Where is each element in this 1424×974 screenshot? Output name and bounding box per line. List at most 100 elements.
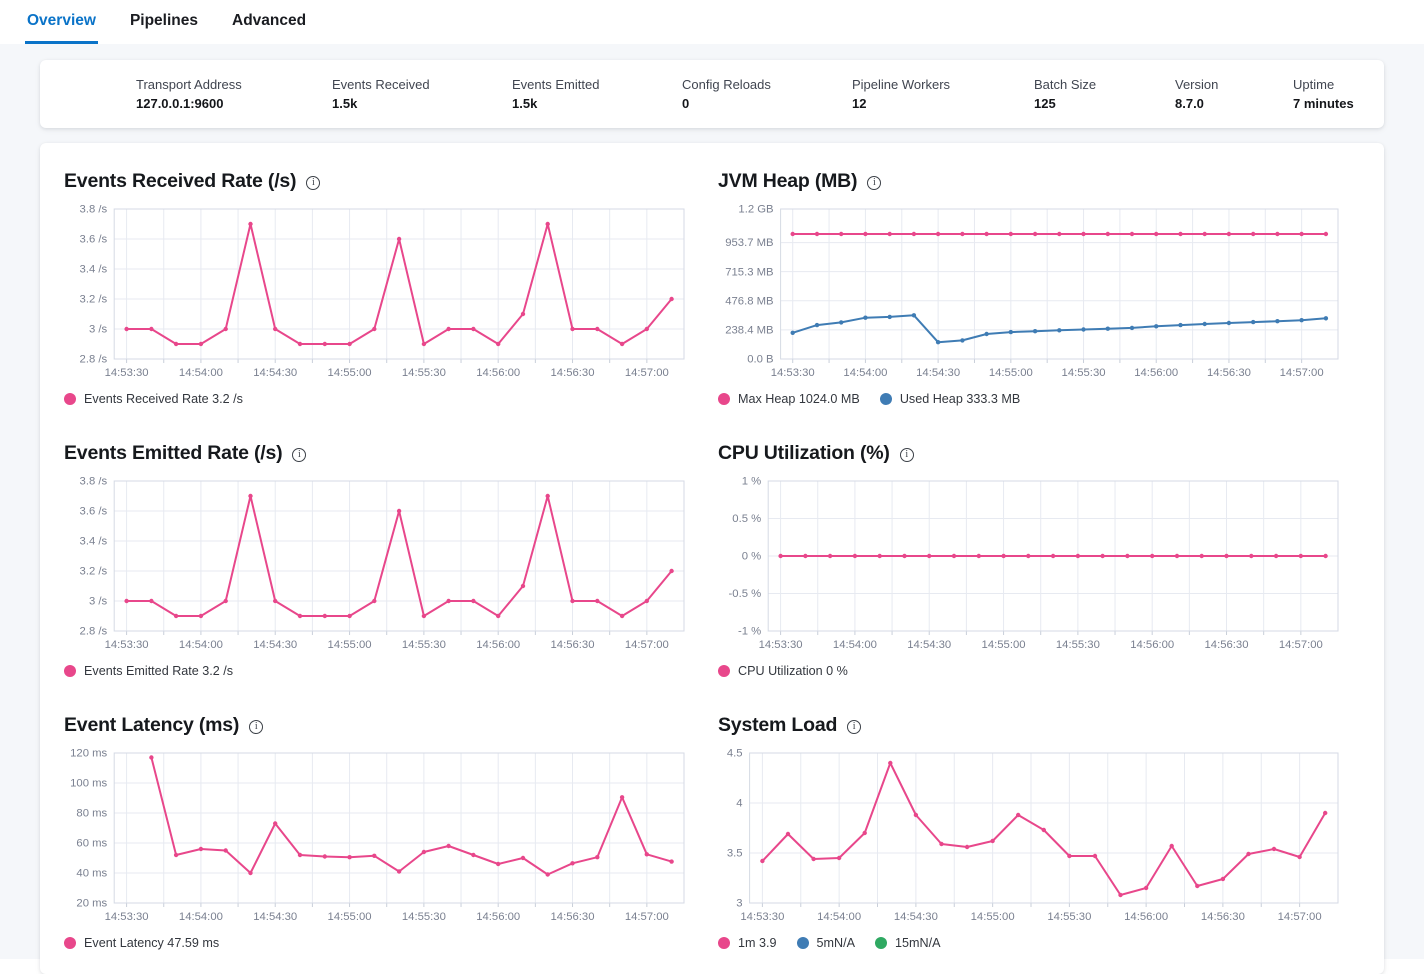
svg-text:14:55:30: 14:55:30 <box>402 911 446 923</box>
stat-pipeline-workers: Pipeline Workers 12 <box>852 77 1034 111</box>
svg-text:14:53:30: 14:53:30 <box>105 639 149 651</box>
svg-text:14:56:00: 14:56:00 <box>1130 639 1174 651</box>
stat-value: 1.5k <box>512 96 538 111</box>
legend-label: 15mN/A <box>895 936 941 950</box>
line-chart[interactable]: 2.8 /s 3 /s 3.2 /s 3.4 /s 3.6 /s 3.8 /s 14:53:… <box>64 477 686 655</box>
legend-label: CPU Utilization 0 % <box>738 664 848 678</box>
svg-text:14:54:30: 14:54:30 <box>894 911 938 923</box>
line-chart[interactable]: 3 3.5 4 4.5 14:53:30 14:54:00 14:54:30 14:55:00… <box>718 749 1340 927</box>
svg-text:14:54:00: 14:54:00 <box>833 639 877 651</box>
legend-item[interactable]: Max Heap 1024.0 MB <box>718 392 860 406</box>
line-chart[interactable]: 20 ms 40 ms 60 ms 80 ms 100 ms 120 ms 14:53:30… <box>64 749 686 927</box>
legend-item[interactable]: Events Emitted Rate 3.2 /s <box>64 664 233 678</box>
legend-item[interactable]: Event Latency 47.59 ms <box>64 936 219 950</box>
chart-title: CPU Utilization (%) <box>718 442 890 464</box>
svg-text:14:53:30: 14:53:30 <box>771 367 815 379</box>
stat-value: 8.7.0 <box>1175 96 1204 111</box>
legend-item[interactable]: 1m 3.9 <box>718 936 777 950</box>
info-icon[interactable]: i <box>292 447 307 462</box>
chart-system-load: System Load i 3 3.5 4 4.5 14:53:30 14:54:00 14… <box>718 714 1340 950</box>
chart-legend: Events Emitted Rate 3.2 /s <box>64 664 686 678</box>
chart-legend: Max Heap 1024.0 MB Used Heap 333.3 MB <box>718 392 1340 406</box>
svg-text:4: 4 <box>736 798 742 810</box>
chart-events-received-rate: Events Received Rate (/s) i 2.8 /s 3 /s 3.… <box>64 170 686 406</box>
legend-label: Event Latency 47.59 ms <box>84 936 220 950</box>
chart-legend: Events Received Rate 3.2 /s <box>64 392 686 406</box>
tab-pipelines[interactable]: Pipelines <box>128 0 200 44</box>
svg-text:14:54:00: 14:54:00 <box>179 367 223 379</box>
line-chart[interactable]: 2.8 /s 3 /s 3.2 /s 3.4 /s 3.6 /s 3.8 /s 14:53:… <box>64 205 686 383</box>
svg-text:3 /s: 3 /s <box>89 324 108 336</box>
svg-text:14:57:00: 14:57:00 <box>1278 911 1322 923</box>
svg-text:715.3 MB: 715.3 MB <box>725 266 773 278</box>
info-icon[interactable]: i <box>867 175 882 190</box>
svg-text:-0.5 %: -0.5 % <box>729 588 762 600</box>
svg-text:3.6 /s: 3.6 /s <box>80 234 108 246</box>
line-chart[interactable]: 0.0 B 238.4 MB 476.8 MB 715.3 MB 953.7 MB 1.2… <box>718 205 1340 383</box>
svg-text:3.2 /s: 3.2 /s <box>80 294 108 306</box>
stat-label: Events Received <box>332 77 430 92</box>
stat-label: Batch Size <box>1034 77 1097 92</box>
tab-overview[interactable]: Overview <box>25 0 98 44</box>
svg-text:0.5 %: 0.5 % <box>732 513 761 525</box>
summary-status-bar: Transport Address 127.0.0.1:9600 Events … <box>40 60 1384 128</box>
legend-label: Max Heap 1024.0 MB <box>738 392 860 406</box>
chart-title: Events Received Rate (/s) <box>64 170 297 192</box>
svg-text:100 ms: 100 ms <box>70 778 107 790</box>
legend-label: Events Emitted Rate 3.2 /s <box>84 664 234 678</box>
svg-text:-1 %: -1 % <box>738 626 761 638</box>
legend-dot-icon <box>718 937 730 949</box>
stat-batch-size: Batch Size 125 <box>1034 77 1175 111</box>
stat-value: 125 <box>1034 96 1056 111</box>
svg-text:238.4 MB: 238.4 MB <box>725 324 773 336</box>
svg-text:3.8 /s: 3.8 /s <box>80 477 108 488</box>
info-icon[interactable]: i <box>249 719 264 734</box>
chart-events-emitted-rate: Events Emitted Rate (/s) i 2.8 /s 3 /s 3.2… <box>64 442 686 678</box>
svg-text:14:55:00: 14:55:00 <box>971 911 1015 923</box>
svg-text:14:54:30: 14:54:30 <box>253 911 297 923</box>
svg-text:0 %: 0 % <box>742 551 761 563</box>
svg-text:120 ms: 120 ms <box>70 749 107 760</box>
stat-events-received: Events Received 1.5k <box>332 77 512 111</box>
svg-text:14:56:30: 14:56:30 <box>1205 639 1249 651</box>
svg-text:14:55:30: 14:55:30 <box>1062 367 1106 379</box>
legend-item[interactable]: 5mN/A <box>796 936 855 950</box>
svg-text:3.6 /s: 3.6 /s <box>80 506 108 518</box>
svg-text:14:56:30: 14:56:30 <box>551 367 595 379</box>
svg-text:14:54:30: 14:54:30 <box>253 639 297 651</box>
legend-item[interactable]: Events Received Rate 3.2 /s <box>64 392 243 406</box>
svg-text:14:57:00: 14:57:00 <box>1280 367 1324 379</box>
info-icon[interactable]: i <box>899 447 914 462</box>
legend-label: 1m 3.9 <box>738 936 777 950</box>
line-chart[interactable]: -1 % -0.5 % 0 % 0.5 % 1 % 14:53:30 14:54:00 14:… <box>718 477 1340 655</box>
legend-dot-icon <box>64 393 76 405</box>
stat-transport-address: Transport Address 127.0.0.1:9600 <box>136 77 332 111</box>
chart-jvm-heap: JVM Heap (MB) i 0.0 B 238.4 MB 476.8 MB 715… <box>718 170 1340 406</box>
chart-title: JVM Heap (MB) <box>718 170 858 192</box>
svg-text:14:57:00: 14:57:00 <box>1279 639 1323 651</box>
legend-item[interactable]: Used Heap 333.3 MB <box>879 392 1020 406</box>
svg-text:14:56:00: 14:56:00 <box>1134 367 1178 379</box>
svg-text:3.8 /s: 3.8 /s <box>80 205 108 216</box>
svg-text:14:55:00: 14:55:00 <box>989 367 1033 379</box>
svg-text:20 ms: 20 ms <box>76 898 107 910</box>
info-icon[interactable]: i <box>847 719 862 734</box>
chart-event-latency: Event Latency (ms) i 20 ms 40 ms 60 ms 80 m… <box>64 714 686 950</box>
svg-text:14:57:00: 14:57:00 <box>625 367 669 379</box>
stat-label: Version <box>1175 77 1219 92</box>
legend-dot-icon <box>875 937 888 949</box>
legend-item[interactable]: CPU Utilization 0 % <box>718 664 848 678</box>
legend-label: Events Received Rate 3.2 /s <box>84 392 243 406</box>
charts-panel: Events Received Rate (/s) i 2.8 /s 3 /s 3.… <box>40 143 1384 974</box>
svg-text:14:56:00: 14:56:00 <box>476 639 520 651</box>
legend-item[interactable]: 15mN/A <box>875 936 941 950</box>
info-icon[interactable]: i <box>306 175 321 190</box>
svg-text:14:54:00: 14:54:00 <box>179 639 223 651</box>
tab-advanced[interactable]: Advanced <box>230 0 308 44</box>
svg-text:14:53:30: 14:53:30 <box>105 367 149 379</box>
svg-text:14:55:00: 14:55:00 <box>982 639 1026 651</box>
svg-text:14:57:00: 14:57:00 <box>625 911 669 923</box>
stat-label: Config Reloads <box>682 77 771 92</box>
svg-text:3.5: 3.5 <box>727 848 743 860</box>
